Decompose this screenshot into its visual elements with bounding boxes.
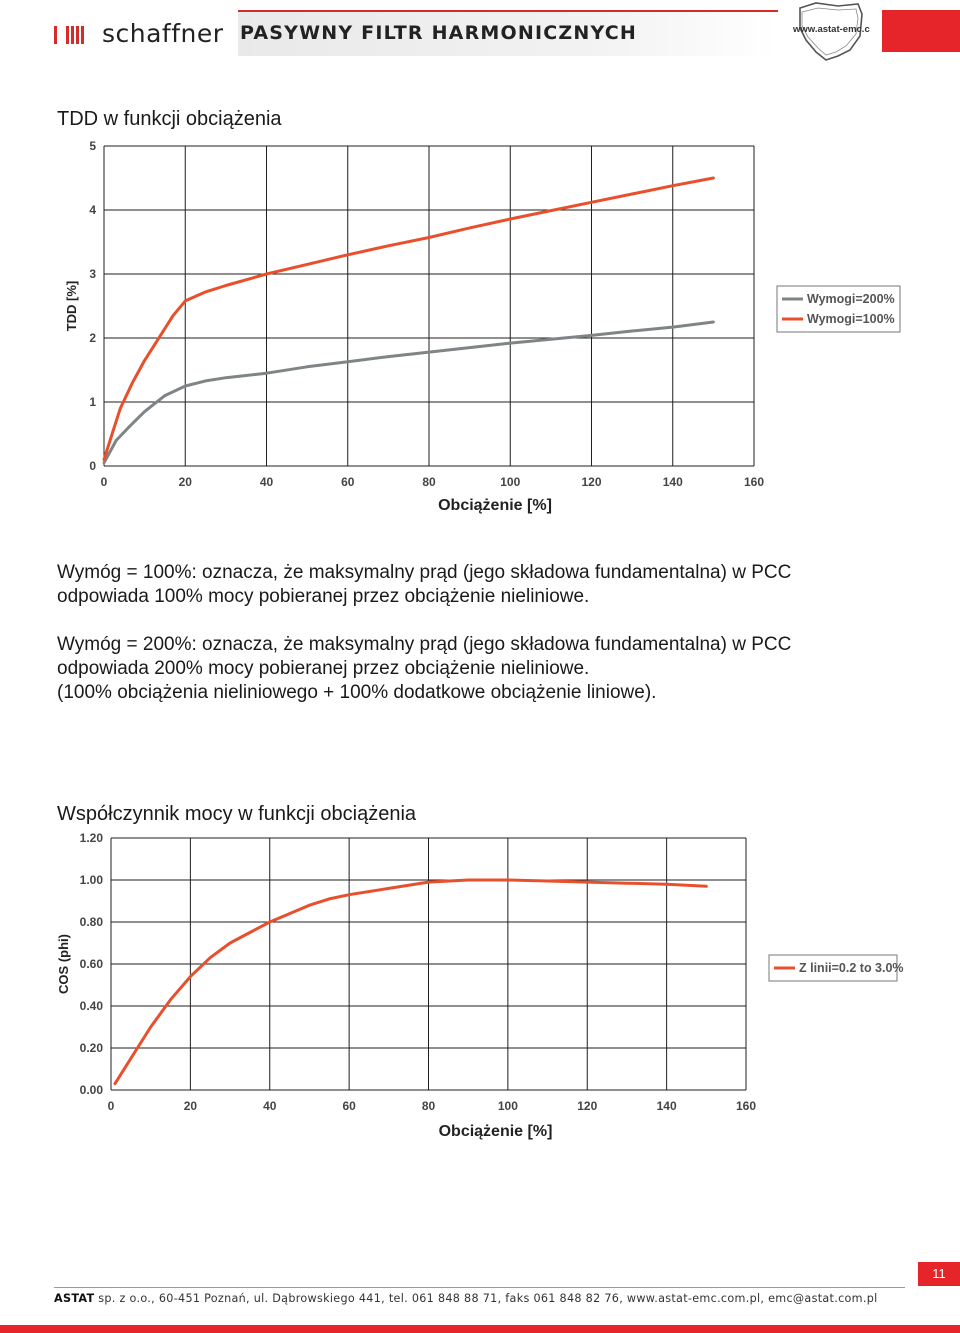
y-axis-label: COS (phi)	[56, 934, 71, 994]
paragraph-line: odpowiada 200% mocy pobieranej przez obc…	[57, 658, 590, 679]
logo-text: www.astat-emc.com.pl	[792, 24, 870, 35]
x-tick-label: 140	[663, 475, 683, 489]
x-tick-label: 160	[744, 475, 764, 489]
y-tick-label: 0.60	[80, 957, 104, 971]
legend-label: Z linii=0.2 to 3.0%	[799, 961, 904, 975]
x-tick-label: 140	[657, 1099, 677, 1113]
x-tick-label: 100	[500, 475, 520, 489]
footer-rule	[54, 1287, 905, 1288]
series-line	[102, 320, 715, 465]
x-tick-label: 0	[101, 475, 108, 489]
astat-logo: www.astat-emc.com.pl	[792, 2, 870, 61]
footer-company: ASTAT	[54, 1292, 95, 1305]
y-tick-label: 0	[89, 459, 96, 473]
y-tick-label: 0.80	[80, 915, 104, 929]
y-tick-label: 0.00	[80, 1083, 104, 1097]
x-tick-label: 40	[260, 475, 274, 489]
footer-band	[0, 1325, 960, 1333]
brand-bars-logo	[54, 26, 100, 44]
paragraph-line: Wymóg = 200%: oznacza, że maksymalny prą…	[57, 634, 792, 655]
x-tick-label: 80	[422, 1099, 436, 1113]
header-title: PASYWNY FILTR HARMONICZNYCH	[240, 22, 637, 44]
y-tick-label: 5	[89, 139, 96, 153]
legend-box	[776, 285, 901, 333]
x-tick-label: 120	[581, 475, 601, 489]
legend-label: Wymogi=100%	[807, 312, 895, 326]
y-tick-label: 0.20	[80, 1041, 104, 1055]
section-title-tdd: TDD w funkcji obciążenia	[57, 108, 282, 130]
x-axis-label: Obciążenie [%]	[438, 497, 552, 514]
x-tick-label: 60	[342, 1099, 356, 1113]
paragraph-line: odpowiada 100% mocy pobieranej przez obc…	[57, 586, 590, 607]
power-factor-chart: 0 20 40 60 80 100 120 140 160 0.00 0.20 0.40 0.60 0.8…	[56, 831, 904, 1140]
page-number: 11	[918, 1262, 960, 1286]
header-red-block	[882, 10, 960, 52]
y-tick-label: 1.20	[80, 831, 104, 845]
x-tick-label: 60	[341, 475, 355, 489]
paragraph-line: (100% obciążenia nieliniowego + 100% dod…	[57, 682, 657, 703]
series-line	[102, 176, 715, 462]
legend-label: Wymogi=200%	[807, 292, 895, 306]
y-tick-label: 1.00	[80, 873, 104, 887]
footer-details: sp. z o.o., 60-451 Poznań, ul. Dąbrowski…	[94, 1292, 878, 1305]
header-band	[238, 10, 778, 56]
x-tick-label: 0	[108, 1099, 115, 1113]
tdd-chart: 0 20 40 60 80 100 120 140 160 0 1 2 3 4 5 Obciążenie [%…	[64, 139, 901, 514]
x-tick-label: 20	[179, 475, 193, 489]
series-line	[113, 878, 708, 1086]
y-tick-label: 2	[89, 331, 96, 345]
section-title-power-factor: Współczynnik mocy w funkcji obciążenia	[57, 803, 417, 825]
paragraph-requirement-200: Wymóg = 200%: oznacza, że maksymalny prą…	[57, 633, 791, 705]
y-tick-label: 0.40	[80, 999, 104, 1013]
footer-contact: ASTAT sp. z o.o., 60-451 Poznań, ul. Dąb…	[54, 1292, 878, 1306]
y-tick-label: 3	[89, 267, 96, 281]
x-tick-label: 100	[498, 1099, 518, 1113]
x-tick-label: 80	[422, 475, 436, 489]
y-tick-label: 1	[89, 395, 96, 409]
x-tick-label: 160	[736, 1099, 756, 1113]
paragraph-requirement-100: Wymóg = 100%: oznacza, że maksymalny prą…	[57, 561, 791, 609]
x-tick-label: 120	[577, 1099, 597, 1113]
y-tick-label: 4	[89, 203, 96, 217]
y-axis-label: TDD [%]	[64, 281, 79, 332]
x-tick-label: 20	[184, 1099, 198, 1113]
paragraph-line: Wymóg = 100%: oznacza, że maksymalny prą…	[57, 562, 792, 583]
brand-name: schaffner	[102, 19, 224, 48]
x-axis-label: Obciążenie [%]	[439, 1123, 553, 1140]
x-tick-label: 40	[263, 1099, 277, 1113]
